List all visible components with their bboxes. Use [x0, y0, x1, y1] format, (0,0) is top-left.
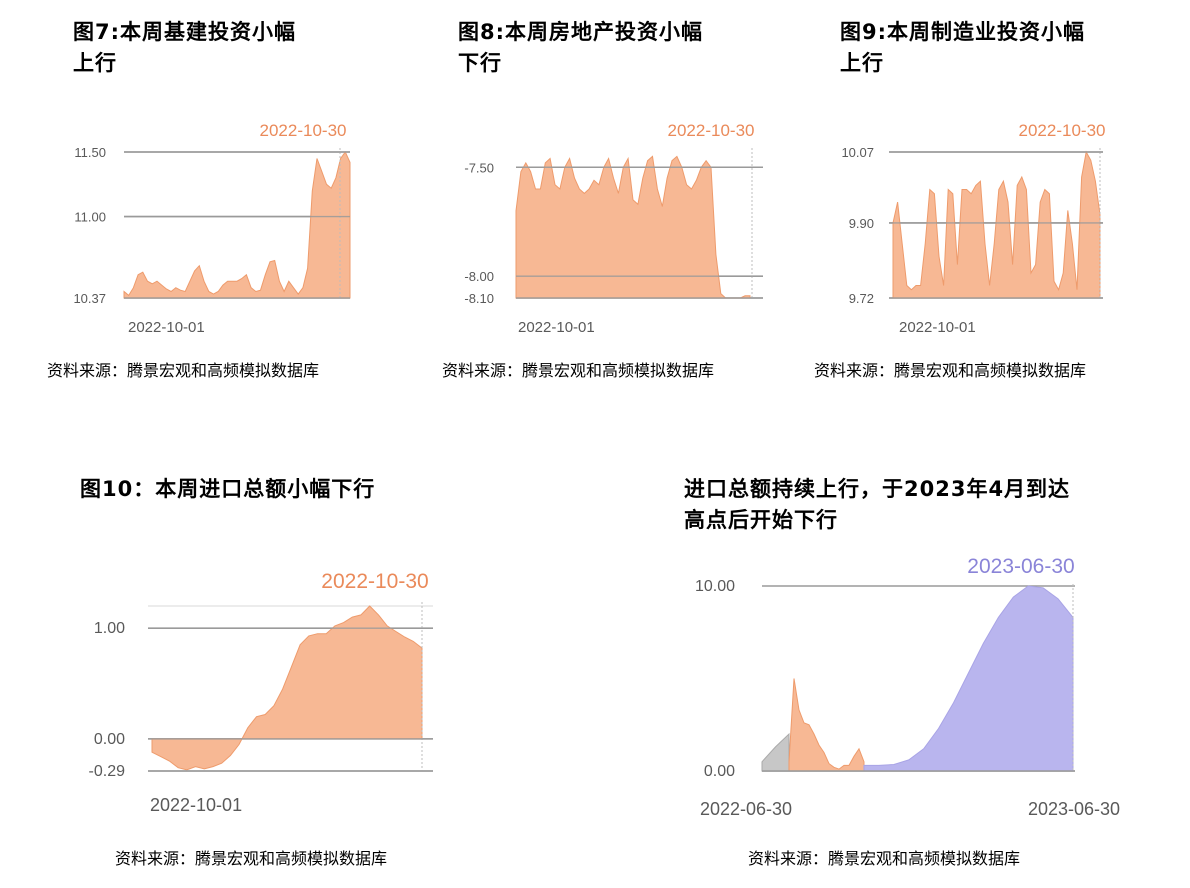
series-area-gray [761, 732, 790, 772]
y-tick-label: 1.00 [94, 620, 125, 637]
chart-title-line2: 高点后开始下行 [684, 508, 838, 532]
series-area [515, 155, 751, 299]
chart-title-line2: 上行 [73, 51, 117, 75]
x-end-label: 2022-10-30 [1019, 121, 1106, 140]
chart-plot: -7.50 -8.00 -8.10 2022-10-30 2022-10-01 [464, 121, 763, 336]
chart-panel-fig11: 进口总额持续上行，于2023年4月到达 高点后开始下行 10.00 0.00 202… [600, 440, 1190, 888]
y-tick-label: -0.29 [89, 763, 126, 780]
y-tick-label: 9.72 [849, 291, 874, 306]
chart-source: 资料来源：腾景宏观和高频模拟数据库 [442, 361, 715, 380]
chart-panel-fig8: 图8:本周房地产投资小幅 下行 -7.50 -8.00 -8.10 2022-10-3… [400, 0, 795, 400]
y-tick-label: -8.00 [464, 269, 494, 284]
chart-title: 图10：本周进口总额小幅下行 [80, 474, 375, 505]
chart-title: 图7:本周基建投资小幅 上行 [73, 17, 296, 79]
x-end-axis-label: 2023-06-30 [1028, 799, 1120, 819]
chart-title: 图8:本周房地产投资小幅 下行 [458, 17, 703, 79]
chart-plot: 10.07 9.90 9.72 2022-10-30 2022-10-01 [841, 121, 1106, 336]
y-tick-label: 9.90 [849, 216, 874, 231]
chart-source: 资料来源：腾景宏观和高频模拟数据库 [814, 361, 1087, 380]
chart-title-line1: 图10：本周进口总额小幅下行 [80, 477, 376, 501]
chart-panel-fig9: 图9:本周制造业投资小幅 上行 10.07 9.90 9.72 2022-10-30 2… [795, 0, 1190, 400]
chart-panel-fig10: 图10：本周进口总额小幅下行 1.00 0.00 -0.29 2022-10-30 20… [0, 440, 600, 888]
series-area-orange [788, 678, 865, 772]
x-start-label: 2022-06-30 [700, 799, 792, 819]
series-area-purple [863, 585, 1074, 772]
y-tick-label: 10.07 [841, 145, 874, 160]
y-tick-label: 0.00 [94, 731, 125, 748]
chart-title-line1: 进口总额持续上行，于2023年4月到达 [684, 477, 1071, 501]
chart-source: 资料来源：腾景宏观和高频模拟数据库 [748, 849, 1021, 868]
y-tick-label: 11.00 [74, 210, 106, 225]
series-area [123, 151, 351, 299]
series-area [151, 605, 423, 771]
y-tick-label: -8.10 [464, 291, 494, 306]
y-tick-label: 10.00 [695, 578, 735, 595]
y-tick-label: -7.50 [464, 160, 494, 175]
y-tick-label: 0.00 [704, 763, 735, 780]
chart-title-line2: 下行 [458, 51, 502, 75]
chart-panel-fig7: 图7:本周基建投资小幅 上行 11.50 11.00 10.37 2022-10-30… [0, 0, 400, 400]
series-area [892, 150, 1101, 299]
chart-title-line1: 图9:本周制造业投资小幅 [840, 20, 1086, 44]
x-end-label: 2023-06-30 [967, 555, 1074, 578]
chart-title: 图9:本周制造业投资小幅 上行 [840, 17, 1085, 79]
y-tick-label: 10.37 [73, 291, 106, 306]
chart-title-line2: 上行 [840, 51, 884, 75]
x-end-label: 2022-10-30 [668, 121, 755, 140]
chart-title-line1: 图8:本周房地产投资小幅 [458, 20, 704, 44]
chart-plot: 1.00 0.00 -0.29 2022-10-30 2022-10-01 [89, 570, 433, 815]
chart-source: 资料来源：腾景宏观和高频模拟数据库 [47, 361, 320, 380]
x-start-label: 2022-10-01 [899, 319, 976, 336]
x-start-label: 2022-10-01 [518, 319, 595, 336]
chart-source: 资料来源：腾景宏观和高频模拟数据库 [115, 849, 388, 868]
x-end-label: 2022-10-30 [321, 570, 428, 593]
chart-plot: 11.50 11.00 10.37 2022-10-30 2022-10-01 [73, 121, 351, 336]
x-end-label: 2022-10-30 [260, 121, 347, 140]
chart-title: 进口总额持续上行，于2023年4月到达 高点后开始下行 [684, 474, 1070, 536]
y-tick-label: 11.50 [74, 145, 106, 160]
chart-plot: 10.00 0.00 2023-06-30 2022-06-30 2023-06-30 [695, 555, 1120, 819]
x-start-label: 2022-10-01 [128, 319, 205, 336]
x-start-label: 2022-10-01 [150, 795, 242, 815]
chart-title-line1: 图7:本周基建投资小幅 [73, 20, 297, 44]
